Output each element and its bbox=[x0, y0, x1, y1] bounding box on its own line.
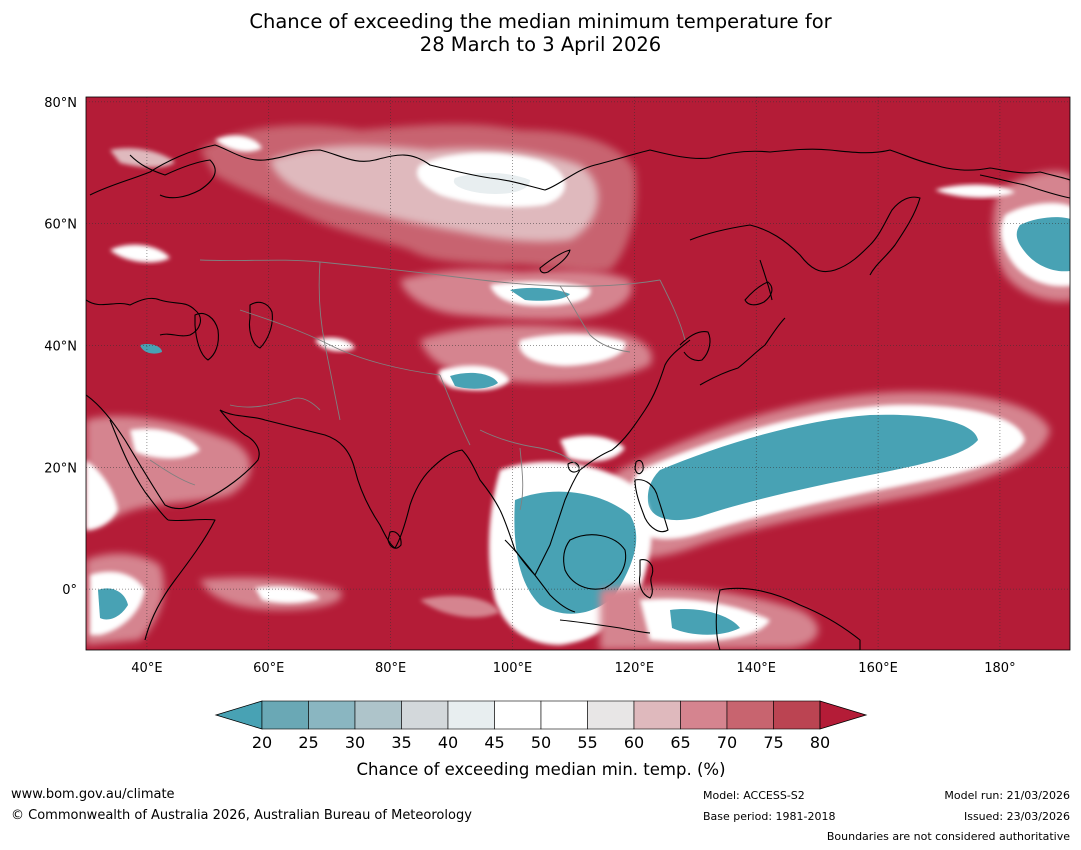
latitude-labels: 80°N 60°N 40°N 20°N 0° bbox=[44, 96, 77, 598]
coastlines bbox=[86, 144, 1070, 650]
map-frame bbox=[85, 96, 1071, 651]
latitude-label: 0° bbox=[62, 583, 77, 598]
colorbar-segment bbox=[633, 700, 681, 730]
colorbar-tick-label: 20 bbox=[252, 733, 272, 752]
colorbar-segment bbox=[261, 700, 309, 730]
base-period: Base period: 1981-2018 bbox=[703, 810, 836, 823]
latitude-label: 40°N bbox=[44, 339, 77, 354]
colorbar-tick-label: 75 bbox=[763, 733, 783, 752]
longitude-label: 180° bbox=[984, 661, 1015, 676]
colorbar-segment bbox=[540, 700, 588, 730]
colorbar-tick-label: 60 bbox=[624, 733, 644, 752]
longitude-label: 100°E bbox=[493, 661, 533, 676]
longitude-label: 140°E bbox=[736, 661, 776, 676]
colorbar: 20 25 30 35 40 45 50 55 60 65 70 75 80 Chance of exce… bbox=[214, 700, 868, 779]
colorbar-tick-label: 80 bbox=[810, 733, 830, 752]
colorbar-tick-label: 35 bbox=[391, 733, 411, 752]
colorbar-tick-label: 45 bbox=[484, 733, 504, 752]
colorbar-segment bbox=[401, 700, 449, 730]
colorbar-segment bbox=[494, 700, 542, 730]
colorbar-tick-label: 25 bbox=[298, 733, 318, 752]
issued-date: Issued: 23/03/2026 bbox=[963, 810, 1070, 823]
siberia-low-probability-region bbox=[110, 124, 637, 272]
colorbar-segment bbox=[773, 700, 821, 730]
model-name: Model: ACCESS-S2 bbox=[703, 789, 805, 802]
longitude-label: 60°E bbox=[253, 661, 284, 676]
longitude-labels: 40°E 60°E 80°E 100°E 120°E 140°E 160°E 180° bbox=[131, 661, 1015, 676]
colorbar-upper-extension bbox=[819, 700, 868, 730]
latitude-label: 80°N bbox=[44, 96, 77, 111]
longitude-label: 160°E bbox=[858, 661, 898, 676]
colorbar-segment bbox=[447, 700, 495, 730]
model-run-date: Model run: 21/03/2026 bbox=[944, 789, 1070, 802]
boundaries-disclaimer: Boundaries are not considered authoritat… bbox=[826, 830, 1070, 843]
graticule bbox=[86, 97, 1070, 650]
colorbar-segment bbox=[680, 700, 728, 730]
colorbar-segment bbox=[354, 700, 402, 730]
colorbar-tick-label: 50 bbox=[531, 733, 551, 752]
longitude-label: 40°E bbox=[131, 661, 162, 676]
website-url: www.bom.gov.au/climate bbox=[11, 787, 175, 802]
central-asia-mixed-region bbox=[110, 244, 652, 391]
title-line-2: 28 March to 3 April 2026 bbox=[419, 33, 662, 56]
latitude-label: 20°N bbox=[44, 461, 77, 476]
chart-title: Chance of exceeding the median minimum t… bbox=[0, 10, 1081, 56]
north-pacific-low-region bbox=[935, 171, 1070, 302]
latitude-label: 60°N bbox=[44, 218, 77, 233]
copyright-notice: © Commonwealth of Australia 2026, Austra… bbox=[11, 808, 472, 823]
colorbar-segment bbox=[726, 700, 774, 730]
map-area bbox=[86, 97, 1070, 650]
colorbar-segment bbox=[308, 700, 356, 730]
colorbar-tick-label: 65 bbox=[670, 733, 690, 752]
arabia-africa-region bbox=[86, 416, 342, 645]
country-borders bbox=[149, 259, 686, 511]
colorbar-segment bbox=[587, 700, 635, 730]
colorbar-tick-label: 70 bbox=[717, 733, 737, 752]
colorbar-lower-extension bbox=[214, 700, 263, 730]
colorbar-tick-label: 30 bbox=[345, 733, 365, 752]
colorbar-title: Chance of exceeding median min. temp. (%… bbox=[356, 760, 725, 779]
colorbar-tick-label: 55 bbox=[577, 733, 597, 752]
title-line-1: Chance of exceeding the median minimum t… bbox=[249, 10, 832, 33]
longitude-label: 120°E bbox=[615, 661, 655, 676]
longitude-label: 80°E bbox=[375, 661, 406, 676]
colorbar-tick-label: 40 bbox=[438, 733, 458, 752]
maritime-continent-low-region bbox=[420, 435, 819, 650]
